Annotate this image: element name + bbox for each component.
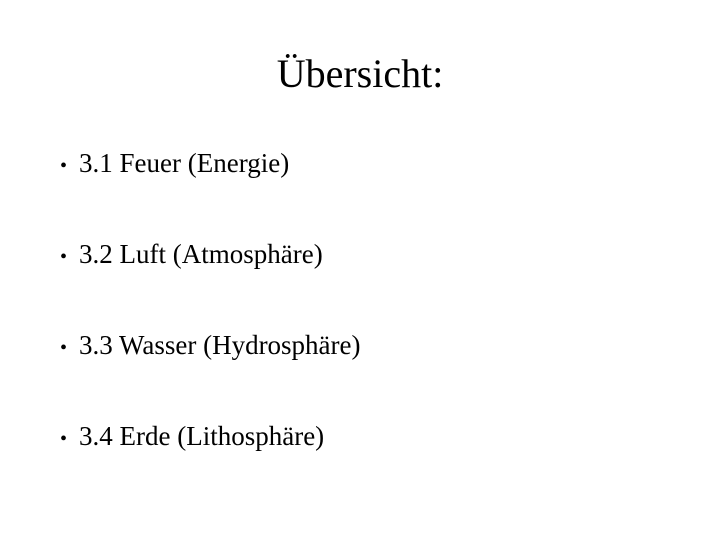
bullet-text: 3.4 Erde (Lithosphäre) (79, 420, 324, 452)
bullet-text: 3.1 Feuer (Energie) (79, 147, 289, 179)
bullet-icon: • (60, 426, 67, 453)
bullet-text: 3.3 Wasser (Hydrosphäre) (79, 329, 361, 361)
list-item: • 3.4 Erde (Lithosphäre) (60, 420, 670, 453)
bullet-icon: • (60, 153, 67, 180)
bullet-icon: • (60, 244, 67, 271)
bullet-icon: • (60, 335, 67, 362)
list-item: • 3.1 Feuer (Energie) (60, 147, 670, 180)
slide-container: Übersicht: • 3.1 Feuer (Energie) • 3.2 L… (0, 0, 720, 540)
bullet-text: 3.2 Luft (Atmosphäre) (79, 238, 323, 270)
slide-title: Übersicht: (50, 50, 670, 97)
list-item: • 3.2 Luft (Atmosphäre) (60, 238, 670, 271)
bullet-list: • 3.1 Feuer (Energie) • 3.2 Luft (Atmosp… (50, 147, 670, 453)
list-item: • 3.3 Wasser (Hydrosphäre) (60, 329, 670, 362)
